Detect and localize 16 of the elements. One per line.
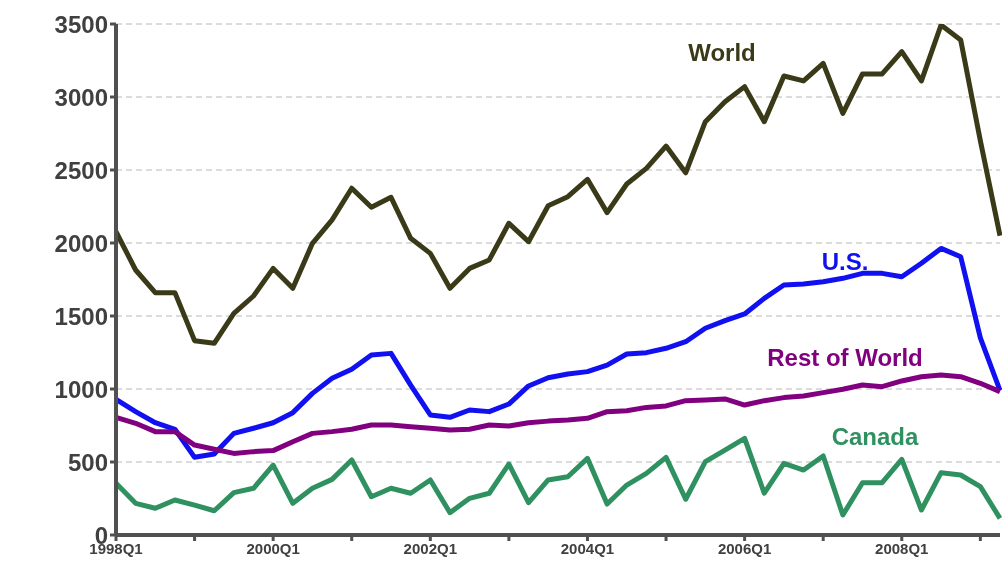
y-tick-label: 2000 (54, 229, 108, 257)
series-label: Canada (831, 423, 919, 451)
y-tick-label: 1000 (54, 375, 108, 403)
series-label: U.S. (821, 248, 869, 276)
series-label: World (688, 39, 756, 67)
x-tick-label: 2008Q1 (875, 539, 929, 557)
x-tick-label: 2004Q1 (560, 539, 615, 557)
y-tick-label: 3500 (54, 10, 108, 38)
y-tick-label: 3000 (54, 83, 108, 111)
x-tick-label: 2006Q1 (717, 539, 772, 557)
x-tick-label: 2002Q1 (403, 539, 458, 557)
y-tick-label: 2500 (54, 156, 108, 184)
y-tick-label: 500 (67, 448, 108, 476)
series-label: Rest of World (767, 344, 923, 372)
y-tick-label: 1500 (54, 302, 108, 330)
x-tick-label: 2000Q1 (246, 539, 300, 557)
